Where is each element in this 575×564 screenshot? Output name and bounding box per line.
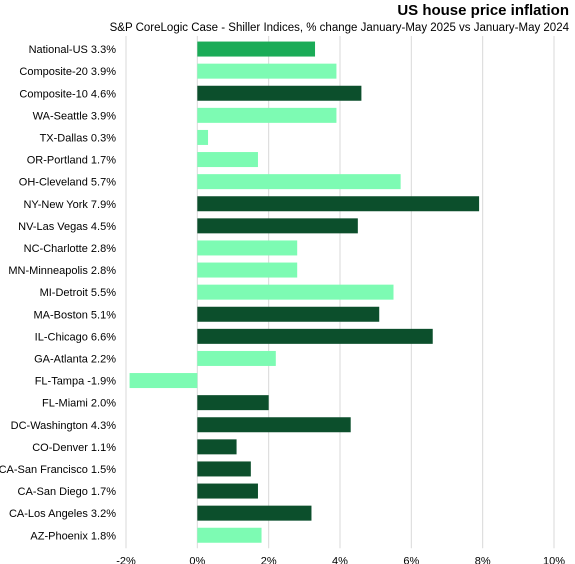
bar (197, 85, 362, 101)
bar (197, 240, 298, 256)
category-label: CA-Los Angeles 3.2% (9, 508, 116, 520)
bar (197, 461, 251, 477)
category-label: MN-Minneapolis 2.8% (8, 265, 116, 277)
bar (197, 350, 276, 366)
bar (197, 284, 394, 300)
bar (197, 129, 209, 145)
bar (197, 174, 401, 190)
bar (197, 63, 337, 79)
bar (197, 395, 269, 411)
category-label: NC-Charlotte 2.8% (24, 243, 117, 255)
x-tick-label: 8% (475, 555, 491, 564)
x-tick-label: 4% (332, 555, 348, 564)
bar (197, 417, 351, 433)
bar (197, 41, 316, 57)
bar (197, 218, 358, 234)
x-tick-label: 2% (261, 555, 277, 564)
bar (197, 505, 312, 521)
category-label: MA-Boston 5.1% (33, 309, 116, 321)
x-tick-label: 0% (189, 555, 205, 564)
bar (129, 373, 198, 389)
bar (197, 483, 258, 499)
bar (197, 107, 337, 123)
bar (197, 439, 237, 455)
bar (197, 196, 480, 212)
category-label: OH-Cleveland 5.7% (19, 177, 116, 189)
category-label: NY-New York 7.9% (23, 199, 116, 211)
category-label: National-US 3.3% (29, 44, 117, 56)
category-label: NV-Las Vegas 4.5% (18, 221, 116, 233)
x-tick-label: 6% (403, 555, 419, 564)
category-label: AZ-Phoenix 1.8% (30, 530, 116, 542)
x-tick-label: -2% (116, 555, 136, 564)
category-label: FL-Tampa -1.9% (35, 376, 117, 388)
category-label: TX-Dallas 0.3% (40, 132, 117, 144)
category-label: FL-Miami 2.0% (42, 398, 116, 410)
category-label: DC-Washington 4.3% (11, 420, 117, 432)
bar (197, 527, 262, 543)
bar (197, 306, 380, 322)
category-label: CA-San Diego 1.7% (18, 486, 117, 498)
category-label: CA-San Francisco 1.5% (0, 464, 116, 476)
bar (197, 328, 433, 344)
bar (197, 262, 298, 278)
x-tick-label: 10% (543, 555, 565, 564)
chart-subtitle: S&P CoreLogic Case - Shiller Indices, % … (109, 22, 569, 34)
category-label: WA-Seattle 3.9% (33, 110, 117, 122)
chart-title: US house price inflation (397, 2, 569, 19)
category-label: MI-Detroit 5.5% (40, 287, 117, 299)
category-label: GA-Atlanta 2.2% (34, 353, 116, 365)
category-label: IL-Chicago 6.6% (35, 331, 117, 343)
category-label: Composite-10 4.6% (19, 88, 116, 100)
category-label: OR-Portland 1.7% (27, 155, 116, 167)
category-label: CO-Denver 1.1% (32, 442, 116, 454)
category-label: Composite-20 3.9% (19, 66, 116, 78)
bar (197, 152, 258, 168)
